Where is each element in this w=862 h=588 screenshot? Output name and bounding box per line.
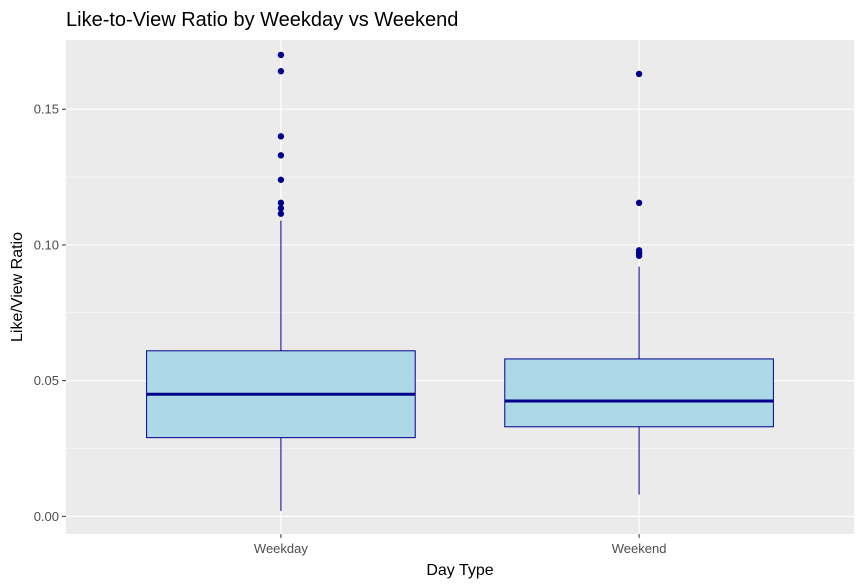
- outlier-point: [635, 70, 643, 78]
- box-group-weekend: [504, 70, 774, 495]
- chart-title: Like-to-View Ratio by Weekday vs Weekend: [66, 9, 458, 31]
- outlier-point: [277, 51, 285, 59]
- outlier-point: [277, 176, 285, 183]
- y-tick-label: 0.00: [34, 509, 59, 524]
- y-axis-title: Like/View Ratio: [9, 232, 26, 342]
- outlier-point: [277, 152, 285, 159]
- outlier-point: [277, 133, 285, 140]
- boxes-layer: [146, 51, 774, 511]
- outlier-point: [277, 199, 285, 207]
- box-iqr: [504, 358, 774, 428]
- x-tick-label: Weekday: [254, 541, 308, 556]
- outlier-point: [277, 210, 285, 217]
- outlier-point: [635, 252, 643, 259]
- plot-panel: [66, 40, 854, 534]
- y-tick-label: 0.15: [34, 102, 59, 117]
- outlier-point: [277, 68, 285, 75]
- axis-ticks: 0.00 0.05 0.10 0.15 Weekday Weekend: [34, 102, 667, 556]
- outlier-point: [277, 205, 285, 212]
- x-tick-label: Weekend: [612, 541, 667, 556]
- x-axis-title: Day Type: [426, 562, 493, 579]
- minor-gridlines: [66, 176, 854, 449]
- box-group-weekday: [146, 51, 416, 511]
- outlier-point: [635, 199, 643, 207]
- y-tick-label: 0.10: [34, 237, 59, 252]
- y-tick-label: 0.05: [34, 373, 59, 388]
